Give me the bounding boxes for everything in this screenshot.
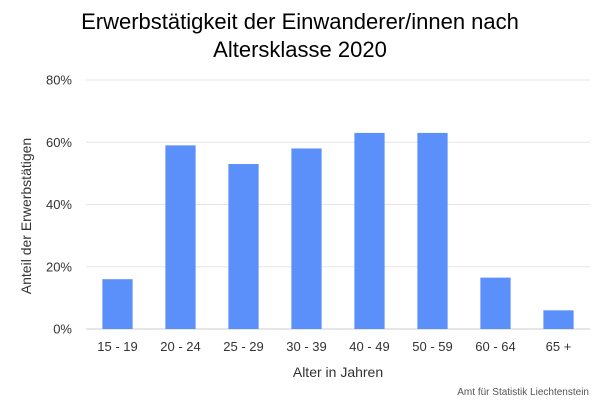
bar-60-64[interactable] <box>480 277 511 329</box>
bar-20-24[interactable] <box>165 145 196 329</box>
x-tick-label: 15 - 19 <box>97 339 137 354</box>
bar-65[interactable] <box>543 310 574 329</box>
y-axis-ticks: 0% 20% 40% 60% 80% <box>46 73 72 337</box>
x-tick-label: 20 - 24 <box>160 339 200 354</box>
y-tick-label: 0% <box>53 322 72 337</box>
x-axis-ticks: 15 - 19 20 - 24 25 - 29 30 - 39 40 - 49 50 - … <box>97 339 571 354</box>
y-tick-label: 60% <box>46 135 72 150</box>
bar-30-39[interactable] <box>291 148 322 329</box>
x-axis-title: Alter in Jahren <box>293 364 383 380</box>
bar-40-49[interactable] <box>354 132 385 329</box>
x-tick-label: 50 - 59 <box>412 339 452 354</box>
chart-title: Erwerbstätigkeit der Einwanderer/innen n… <box>0 8 600 64</box>
bar-25-29[interactable] <box>228 164 259 329</box>
bar-50-59[interactable] <box>417 132 448 329</box>
grid-lines <box>86 79 590 330</box>
x-tick-label: 25 - 29 <box>223 339 263 354</box>
y-tick-label: 40% <box>46 197 72 212</box>
x-tick-label: 30 - 39 <box>286 339 326 354</box>
chart-title-line-1: Erwerbstätigkeit der Einwanderer/innen n… <box>81 9 519 34</box>
x-tick-label: 60 - 64 <box>475 339 515 354</box>
y-tick-label: 20% <box>46 259 72 274</box>
y-tick-label: 80% <box>46 73 72 88</box>
x-tick-label: 65 + <box>546 339 572 354</box>
bar-15-19[interactable] <box>102 279 133 329</box>
bars <box>102 132 574 329</box>
y-axis-title: Anteil der Erwerbstätigen <box>18 138 34 294</box>
chart-title-line-2: Altersklasse 2020 <box>213 37 387 62</box>
x-tick-label: 40 - 49 <box>349 339 389 354</box>
source-note: Amt für Statistik Liechtenstein <box>457 387 589 398</box>
